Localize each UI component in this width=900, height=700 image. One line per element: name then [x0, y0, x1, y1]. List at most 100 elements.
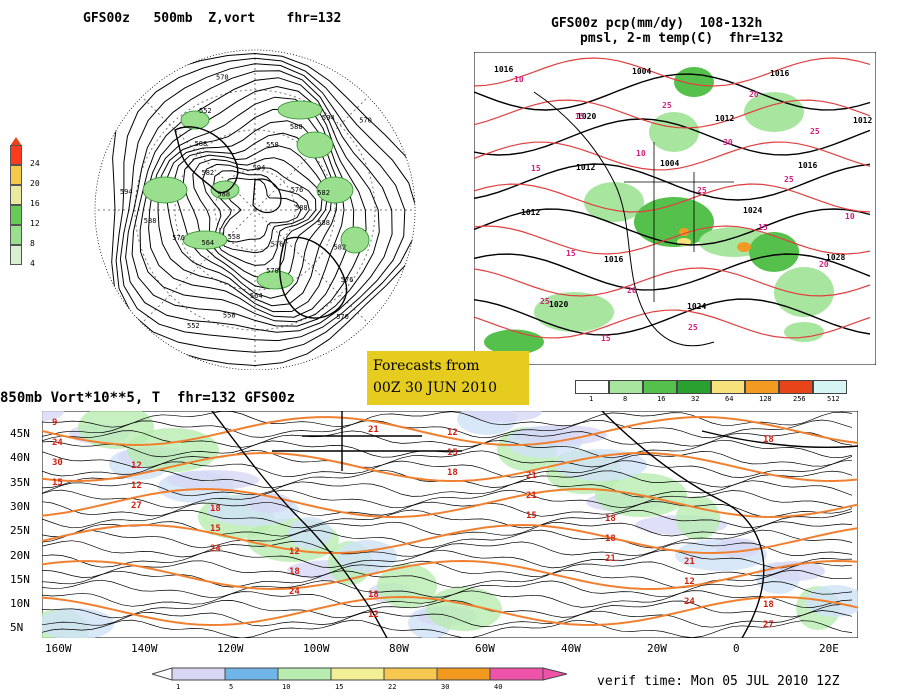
z500-polar-map: 588 588 582 576 570 576 570 564 558 552 558 564 576 5… [94, 49, 416, 370]
height-contour [165, 120, 338, 307]
temp-label: 15 [526, 511, 537, 521]
temp-label: 12 [131, 481, 142, 491]
vorticity-area [716, 538, 760, 558]
temp-label: 24 [52, 438, 63, 448]
pressure-label: 1020 [577, 112, 596, 121]
streamline [42, 509, 853, 529]
contour-label: 576 [271, 241, 284, 249]
temp-contour [474, 267, 871, 297]
vorticity-area [765, 561, 825, 581]
legend-swatch [10, 225, 22, 245]
precip-title-line1: GFS00z pcp(mm/dy) 108-132h [551, 16, 763, 31]
forecast-box-line2: 00Z 30 JUN 2010 [373, 380, 497, 396]
temp-label: 25 [697, 186, 707, 195]
lon-label: 0 [733, 642, 740, 655]
v850-legend-swatch [489, 667, 544, 681]
vort-blob [182, 230, 228, 250]
height-contour [115, 57, 415, 353]
streamline [42, 489, 853, 509]
temp-label: 15 [531, 164, 541, 173]
precip-legend-swatch [575, 380, 609, 394]
coastline [211, 411, 388, 638]
pressure-isobar [474, 118, 871, 156]
legend-label: 4 [30, 259, 35, 268]
legend-arrow-right [542, 667, 568, 681]
temp-label: 18 [605, 514, 616, 524]
temp-label: 25 [688, 323, 698, 332]
height-contour [222, 177, 302, 243]
precip-map: 1016102010041024102810201004101210161012… [474, 52, 876, 365]
temp-label: 12 [368, 610, 379, 620]
lat-label: 30N [10, 499, 30, 513]
lat-label: 15N [10, 572, 30, 586]
lon-label: 140W [131, 642, 158, 655]
temp-label: 25 [662, 101, 672, 110]
z500-title: GFS00z 500mb Z,vort fhr=132 [83, 11, 342, 26]
vorticity-area [555, 449, 647, 481]
contour-label: 552 [187, 322, 200, 330]
temp-label: 12 [684, 577, 695, 587]
v850-legend-swatch [171, 667, 226, 681]
precip-legend-label: 128 [759, 395, 772, 403]
temp-contour [474, 141, 871, 171]
streamline [42, 459, 853, 478]
contour-label: 576 [341, 276, 354, 284]
precip-area [649, 112, 699, 152]
streamline [42, 619, 853, 638]
streamline [42, 419, 853, 439]
vort-blob [256, 270, 294, 290]
lon-label: 20W [647, 642, 667, 655]
precip-legend-label: 64 [725, 395, 734, 403]
contour-label: 576 [291, 186, 304, 194]
contour-label: 588 [217, 190, 230, 198]
height-contour [201, 163, 317, 266]
precip-legend-label: 8 [623, 395, 628, 403]
verif-time: verif time: Mon 05 JUL 2010 12Z [597, 674, 840, 689]
height-contour [131, 77, 380, 327]
pressure-label: 1028 [826, 253, 845, 262]
pressure-isobar [474, 253, 871, 291]
temperature-contour [42, 595, 858, 627]
temp-label: 12 [131, 461, 142, 471]
temp-label: 25 [810, 127, 820, 136]
lat-label: 25N [10, 524, 30, 538]
legend-arrow-left [152, 667, 173, 681]
temp-label: 20 [819, 260, 829, 269]
precip-area [737, 242, 751, 252]
temp-label: 20 [749, 90, 759, 99]
contour-label: 570 [336, 313, 349, 321]
polar-content: 588 588 582 576 570 576 570 564 558 552 558 564 576 5… [95, 50, 415, 370]
coastline [701, 430, 858, 448]
pressure-label: 1004 [632, 67, 651, 76]
contour-label: 570 [266, 267, 279, 275]
v850-legend-label: 10 [282, 683, 290, 691]
legend-label: 12 [30, 219, 40, 228]
temp-label: 15 [52, 478, 63, 488]
forecast-box: Forecasts from 00Z 30 JUN 2010 [367, 351, 529, 405]
forecast-box-line1: Forecasts from [373, 358, 480, 374]
vort-blob [340, 226, 370, 254]
pressure-label: 1024 [687, 302, 706, 311]
height-contour [173, 132, 333, 299]
streamline [42, 549, 853, 569]
lat-label: 35N [10, 475, 30, 489]
contour-label: 576 [172, 234, 185, 242]
temperature-contour [42, 415, 858, 447]
legend-label: 24 [30, 159, 40, 168]
temp-label: 27 [131, 501, 142, 511]
vorticity-area [676, 496, 720, 540]
v850-legend-swatch [330, 667, 385, 681]
contour-label: 582 [202, 169, 215, 177]
contour-label: 588 [317, 219, 330, 227]
temp-label: 18 [763, 600, 774, 610]
lon-label: 100W [303, 642, 330, 655]
pressure-label: 1016 [604, 255, 623, 264]
temperature-contour [42, 451, 858, 483]
legend-swatch [10, 145, 22, 165]
lon-label: 60W [475, 642, 495, 655]
precip-legend [575, 380, 847, 394]
lon-label: 20E [819, 642, 839, 655]
lon-label: 80W [389, 642, 409, 655]
contour-label: 594 [253, 164, 266, 172]
precip-legend-label: 16 [657, 395, 666, 403]
